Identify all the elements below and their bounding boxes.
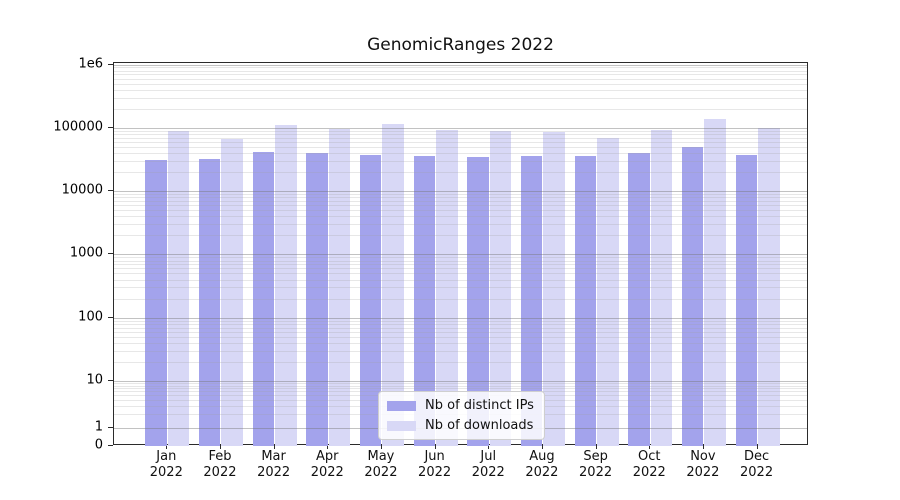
legend-swatch-downloads: [387, 420, 416, 431]
legend-entry-distinct-ips: Nb of distinct IPs: [387, 398, 534, 413]
x-tick-mark: [595, 445, 597, 449]
bar-distinct-ips-feb: [198, 158, 221, 446]
bar-downloads-jul: [489, 130, 512, 446]
bar-downloads-apr: [328, 128, 351, 446]
x-tick-mark: [273, 445, 275, 449]
bar-downloads-feb: [221, 138, 243, 446]
chart-title: GenomicRanges 2022: [367, 35, 554, 55]
y-tick-mark: [108, 445, 113, 446]
bar-distinct-ips-aug: [520, 155, 543, 446]
x-tick-mark: [756, 445, 758, 449]
x-tick-label-aug: Aug 2022: [525, 449, 559, 480]
bar-downloads-dec: [758, 127, 780, 446]
legend-label-downloads: Nb of downloads: [425, 418, 534, 433]
bar-distinct-ips-oct: [628, 152, 650, 446]
bar-distinct-ips-nov: [681, 147, 704, 446]
bar-downloads-jan: [167, 131, 190, 446]
y-tick-label: 0: [94, 437, 103, 453]
legend-entry-downloads: Nb of downloads: [387, 418, 534, 433]
x-tick-mark: [327, 445, 329, 449]
x-tick-label-feb: Feb 2022: [203, 449, 237, 480]
legend: Nb of distinct IPs Nb of downloads: [378, 391, 545, 440]
bar-downloads-aug: [543, 131, 565, 446]
plot-area: [113, 62, 808, 446]
bar-distinct-ips-jun: [413, 156, 436, 446]
x-tick-label-may: May 2022: [364, 449, 398, 480]
bar-downloads-may: [382, 124, 404, 446]
y-tick-label: 100: [78, 309, 103, 325]
legend-label-distinct-ips: Nb of distinct IPs: [425, 398, 534, 413]
x-tick-mark: [380, 445, 382, 449]
y-tick-label: 100000: [53, 119, 103, 135]
bar-distinct-ips-apr: [306, 153, 328, 446]
x-tick-label-sep: Sep 2022: [579, 449, 613, 480]
bar-downloads-sep: [597, 138, 619, 446]
bar-downloads-oct: [650, 130, 673, 446]
y-tick-mark: [108, 190, 113, 192]
bar-downloads-jun: [436, 129, 458, 446]
x-tick-label-jun: Jun 2022: [418, 449, 452, 480]
bar-downloads-mar: [275, 125, 297, 446]
y-tick-mark: [108, 253, 113, 255]
bar-distinct-ips-dec: [735, 154, 758, 446]
x-tick-label-jul: Jul 2022: [471, 449, 505, 480]
bar-downloads-nov: [704, 118, 726, 446]
bar-distinct-ips-sep: [574, 155, 597, 446]
y-tick-mark: [108, 427, 113, 428]
y-tick-label: 10000: [61, 182, 103, 198]
x-tick-label-dec: Dec 2022: [740, 449, 774, 480]
y-tick-label: 1000: [69, 245, 103, 261]
x-tick-label-mar: Mar 2022: [257, 449, 291, 480]
y-tick-mark: [108, 63, 113, 65]
x-tick-mark: [219, 445, 221, 449]
y-tick-label: 10: [86, 372, 103, 388]
x-tick-mark: [702, 445, 704, 449]
x-tick-mark: [166, 445, 168, 449]
bar-distinct-ips-jan: [145, 159, 167, 446]
x-tick-mark: [488, 445, 490, 449]
x-tick-label-oct: Oct 2022: [632, 449, 666, 480]
x-tick-label-jan: Jan 2022: [149, 449, 183, 480]
bars-layer: [114, 63, 807, 446]
bar-distinct-ips-jul: [467, 157, 489, 446]
y-tick-mark: [108, 126, 113, 128]
y-tick-label: 1e6: [78, 56, 103, 71]
x-tick-mark: [649, 445, 651, 449]
legend-swatch-distinct-ips: [387, 400, 416, 411]
y-tick-mark: [108, 380, 113, 381]
x-tick-label-nov: Nov 2022: [686, 449, 720, 480]
y-tick-label: 1: [94, 419, 103, 435]
bar-distinct-ips-may: [359, 155, 382, 446]
x-tick-mark: [541, 445, 543, 449]
bar-distinct-ips-mar: [252, 152, 275, 446]
y-tick-mark: [108, 316, 113, 318]
x-tick-label-apr: Apr 2022: [310, 449, 344, 480]
x-tick-mark: [434, 445, 436, 449]
